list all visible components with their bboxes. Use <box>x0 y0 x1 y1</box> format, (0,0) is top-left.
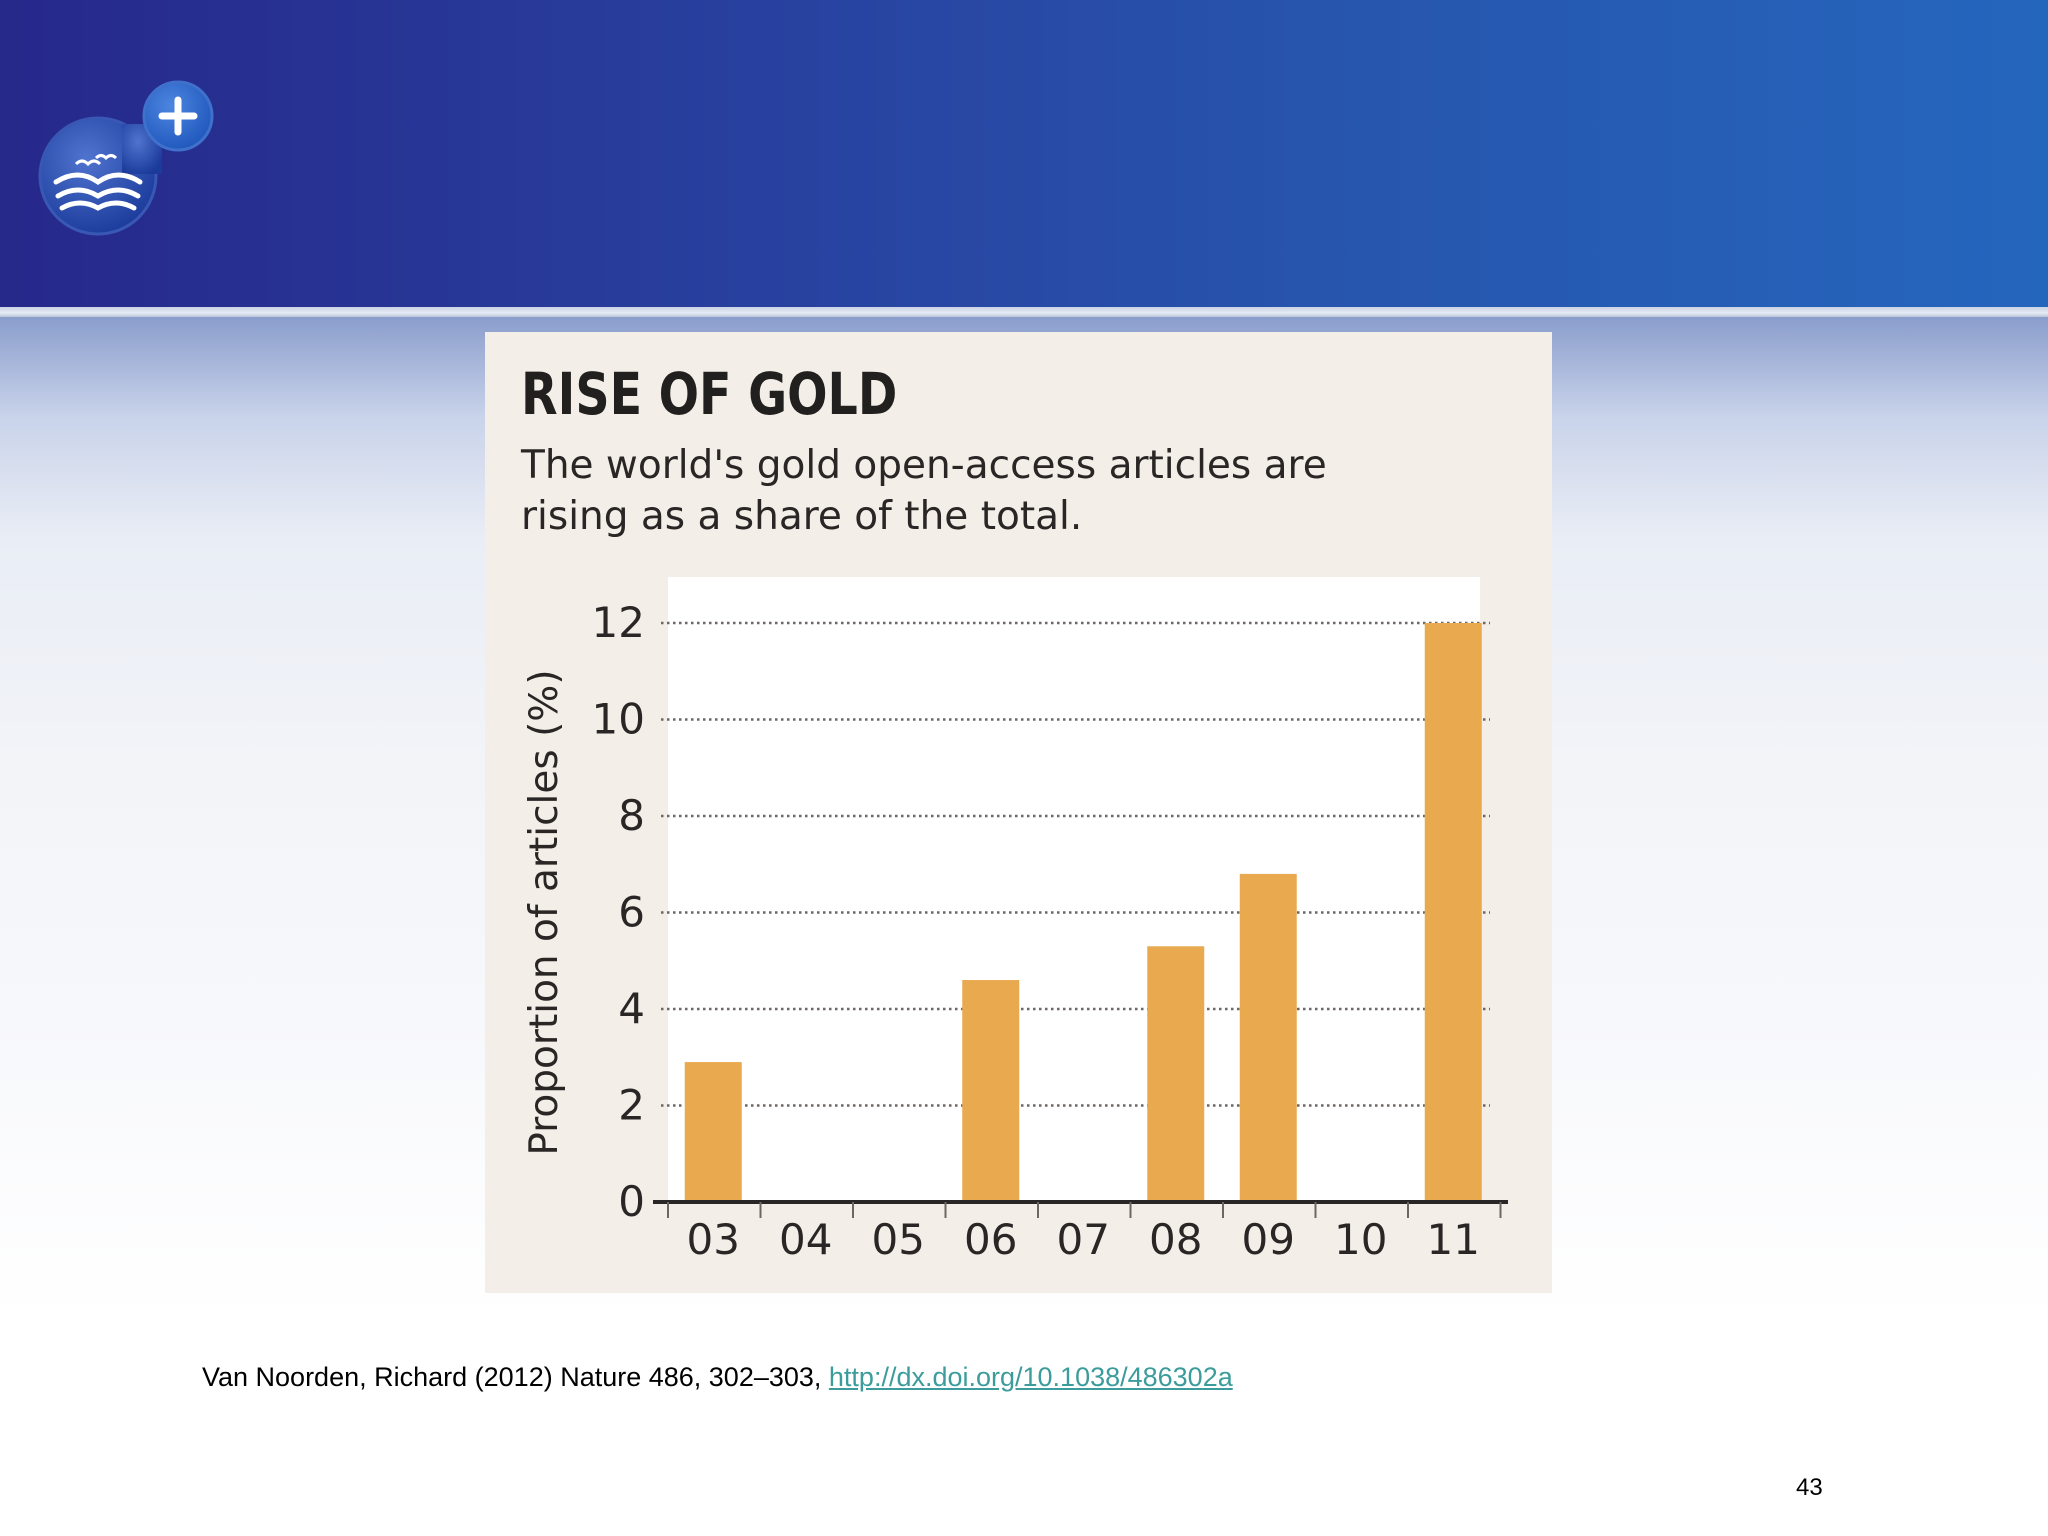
bar <box>684 1062 742 1202</box>
plot-background <box>668 577 1480 1202</box>
x-tick-label: 11 <box>1427 1215 1480 1264</box>
chart-area: 0 2 4 6 8 10 12 Proportion of articles (%) 03 04 0… <box>522 577 1508 1264</box>
chart-subtitle: The world's gold open-access articles ar… <box>521 440 1421 542</box>
chart-title: RISE OF GOLD <box>521 360 898 428</box>
y-tick-label: 0 <box>618 1177 645 1226</box>
x-tick-label: 06 <box>964 1215 1017 1264</box>
page-number: 43 <box>1796 1474 1823 1501</box>
bar <box>1147 946 1205 1202</box>
x-tick-label: 10 <box>1334 1215 1387 1264</box>
header-divider <box>0 307 2048 317</box>
x-tick-label: 08 <box>1149 1215 1202 1264</box>
citation: Van Noorden, Richard (2012) Nature 486, … <box>202 1362 1233 1393</box>
bar <box>1239 873 1297 1202</box>
y-tick-label: 4 <box>618 984 645 1033</box>
x-tick-label: 09 <box>1242 1215 1295 1264</box>
citation-link[interactable]: http://dx.doi.org/10.1038/486302a <box>828 1362 1233 1392</box>
y-tick-label: 12 <box>592 598 645 647</box>
y-axis-label: Proportion of articles (%) <box>522 669 567 1155</box>
y-tick-label: 6 <box>618 888 645 937</box>
y-tick-label: 10 <box>592 695 645 744</box>
citation-text: Van Noorden, Richard (2012) Nature 486, … <box>202 1362 829 1392</box>
bar <box>962 980 1020 1202</box>
x-tick-label: 07 <box>1057 1215 1110 1264</box>
slide-header <box>0 0 2048 307</box>
chart-subtitle-line: The world's gold open-access articles ar… <box>521 443 1327 488</box>
chart-panel: RISE OF GOLD The world's gold open-acces… <box>485 332 1552 1293</box>
x-tick-label: 04 <box>779 1215 832 1264</box>
chart-subtitle-line: rising as a share of the total. <box>521 494 1083 539</box>
y-tick-label: 2 <box>618 1081 645 1130</box>
x-tick-label: 05 <box>872 1215 925 1264</box>
bar <box>1424 623 1482 1202</box>
x-tick-label: 03 <box>687 1215 740 1264</box>
logo-icon <box>38 80 214 236</box>
y-tick-label: 8 <box>618 791 645 840</box>
